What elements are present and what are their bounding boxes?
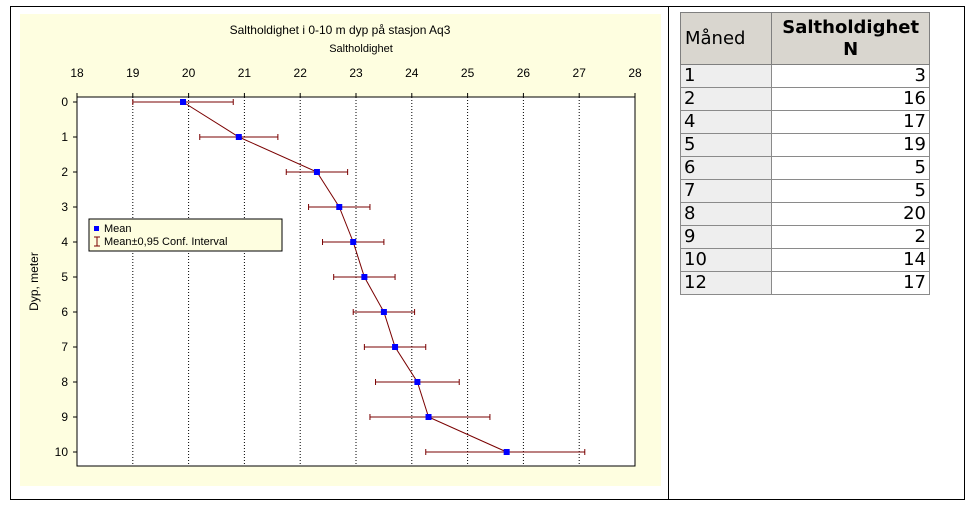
mean-point [313,169,320,175]
cell-n[interactable]: 2 [771,225,930,249]
mean-point [350,239,357,245]
cell-month[interactable]: 10 [679,248,773,272]
x-tick-label: 25 [461,66,475,80]
chart-panel: Saltholdighet i 0-10 m dyp på stasjon Aq… [20,14,661,486]
table-row[interactable]: 2 16 [679,87,930,111]
cell-n[interactable]: 17 [771,110,930,134]
plot-area [76,96,636,467]
chart-svg: Saltholdighet i 0-10 m dyp på stasjon Aq… [27,23,642,467]
y-tick-label: 1 [61,130,68,144]
table-body: 1 3 2 16 4 17 5 19 6 5 7 5 8 20 9 2 10 14 12 17 [679,64,930,295]
x-tick-label: 23 [349,66,363,80]
legend-mean-marker [94,226,99,231]
y-tick-label: 9 [61,410,68,424]
mean-point [361,274,368,280]
y-tick-label: 0 [61,95,68,109]
legend-mean-label: Mean [104,223,132,235]
table-row[interactable]: 5 19 [679,133,930,157]
cell-n[interactable]: 5 [771,179,930,203]
y-tick-label: 5 [61,270,68,284]
stats-table: Måned Saltholdighet N 1 3 2 16 4 17 5 19 6 5 7 5 8 20… [679,12,930,295]
mean-point [336,204,343,210]
x-tick-label: 18 [70,66,84,80]
cell-month[interactable]: 2 [679,87,773,111]
cell-month[interactable]: 12 [679,271,773,295]
mean-point [180,99,187,105]
y-tick-label: 2 [61,165,68,179]
mean-point [425,414,432,420]
x-tick-label: 28 [628,66,642,80]
y-tick-label: 6 [61,305,68,319]
cell-n[interactable]: 20 [771,202,930,226]
table-row[interactable]: 10 14 [679,248,930,272]
x-tick-label: 21 [238,66,252,80]
table-row[interactable]: 8 20 [679,202,930,226]
cell-month[interactable]: 6 [679,156,773,180]
mean-point [380,309,387,315]
x-tick-label: 27 [573,66,587,80]
mean-point [392,344,399,350]
mean-point [503,449,510,455]
stats-table-wrap: Måned Saltholdighet N 1 3 2 16 4 17 5 19 6 5 7 5 8 20… [679,12,930,295]
y-tick-label: 10 [55,445,69,459]
legend-ci-label: Mean±0,95 Conf. Interval [104,236,227,248]
x-tick-label: 19 [126,66,140,80]
cell-n[interactable]: 17 [771,271,930,295]
cell-n[interactable]: 5 [771,156,930,180]
x-axis-label: Saltholdighet [329,43,393,55]
cell-month[interactable]: 4 [679,110,773,134]
panel-divider [668,6,669,500]
cell-n[interactable]: 16 [771,87,930,111]
table-row[interactable]: 12 17 [679,271,930,295]
x-tick-label: 24 [405,66,419,80]
x-tick-label: 22 [294,66,308,80]
cell-month[interactable]: 5 [679,133,773,157]
cell-n[interactable]: 3 [771,64,930,88]
header-month[interactable]: Måned [679,12,773,65]
y-tick-label: 4 [61,235,68,249]
cell-month[interactable]: 7 [679,179,773,203]
cell-n[interactable]: 19 [771,133,930,157]
cell-month[interactable]: 9 [679,225,773,249]
cell-month[interactable]: 1 [679,64,773,88]
table-row[interactable]: 4 17 [679,110,930,134]
cell-n[interactable]: 14 [771,248,930,272]
header-salinity-n[interactable]: Saltholdighet N [771,12,930,65]
x-tick-label: 20 [182,66,196,80]
table-header-row: Måned Saltholdighet N [679,12,930,65]
x-tick-label: 26 [517,66,531,80]
cell-month[interactable]: 8 [679,202,773,226]
chart-title: Saltholdighet i 0-10 m dyp på stasjon Aq… [230,23,451,37]
y-tick-label: 3 [61,200,68,214]
header-salinity-label: Saltholdighet [782,16,920,38]
mean-point [414,379,421,385]
y-tick-label: 7 [61,340,68,354]
mean-point [235,134,242,140]
outer-frame [10,6,965,500]
y-tick-label: 8 [61,375,68,389]
legend-box [88,218,283,252]
header-n-label: N [843,38,859,60]
y-axis-label: Dyp, meter [27,252,41,311]
